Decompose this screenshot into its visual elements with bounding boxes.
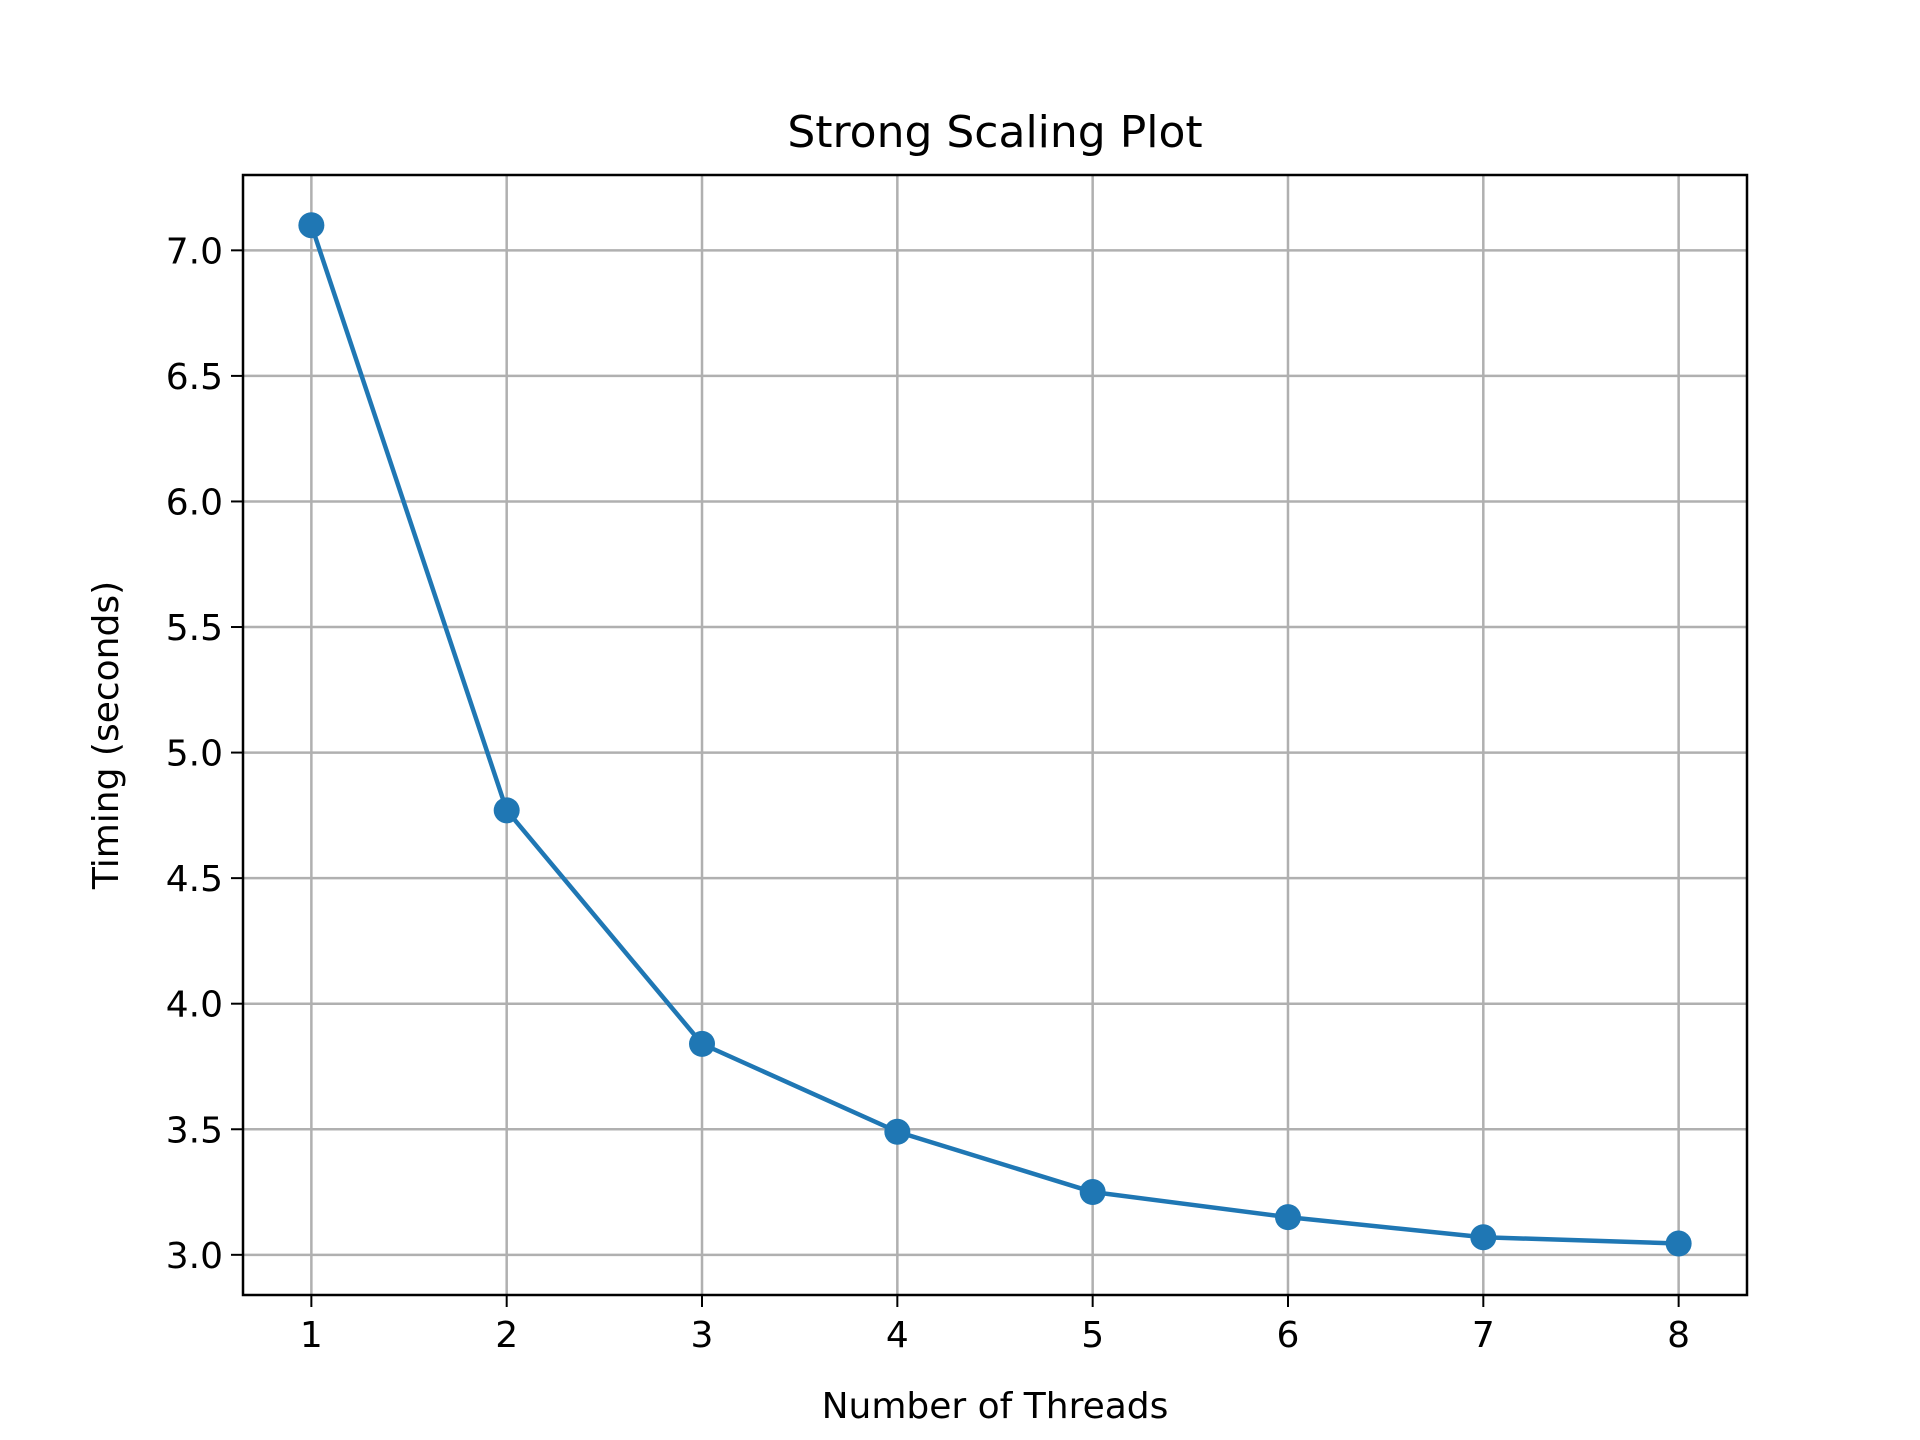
y-tick-label: 3.5	[166, 1110, 223, 1151]
data-point	[884, 1118, 911, 1145]
x-tick-label: 8	[1667, 1315, 1690, 1356]
x-tick-label: 5	[1081, 1315, 1104, 1356]
series-layer	[298, 212, 1692, 1257]
x-tick-label: 3	[691, 1315, 714, 1356]
x-tick-label: 4	[886, 1315, 909, 1356]
data-point	[689, 1030, 716, 1057]
y-tick-label: 3.0	[166, 1236, 223, 1277]
x-tick-label: 7	[1472, 1315, 1495, 1356]
data-point	[1079, 1179, 1106, 1206]
y-tick-label: 6.5	[166, 357, 223, 398]
data-point	[298, 212, 325, 239]
x-tick-label: 6	[1277, 1315, 1300, 1356]
y-tick-label: 4.0	[166, 985, 223, 1026]
x-axis-label: Number of Threads	[822, 1386, 1169, 1427]
y-tick-label: 4.5	[166, 859, 223, 900]
data-point	[1470, 1224, 1497, 1251]
data-point	[493, 797, 520, 824]
x-tick-label: 1	[300, 1315, 323, 1356]
grid	[243, 175, 1747, 1295]
y-tick-label: 6.0	[166, 482, 223, 523]
axis-ticks: 1 2 3 4 5 6 7 8 3.0 3.5 4.0 4.5 5.0 5.5 6.0 6.5 7.0	[166, 231, 1690, 1356]
data-point	[1274, 1204, 1301, 1231]
data-point	[1665, 1230, 1692, 1257]
y-tick-label: 5.5	[166, 608, 223, 649]
plot-frame	[241, 173, 1749, 1297]
y-tick-label: 5.0	[166, 734, 223, 775]
y-axis-label: Timing (seconds)	[86, 581, 127, 890]
chart-title: Strong Scaling Plot	[787, 107, 1202, 158]
y-tick-label: 7.0	[166, 231, 223, 272]
x-tick-label: 2	[495, 1315, 518, 1356]
series-line	[309, 224, 1679, 1246]
